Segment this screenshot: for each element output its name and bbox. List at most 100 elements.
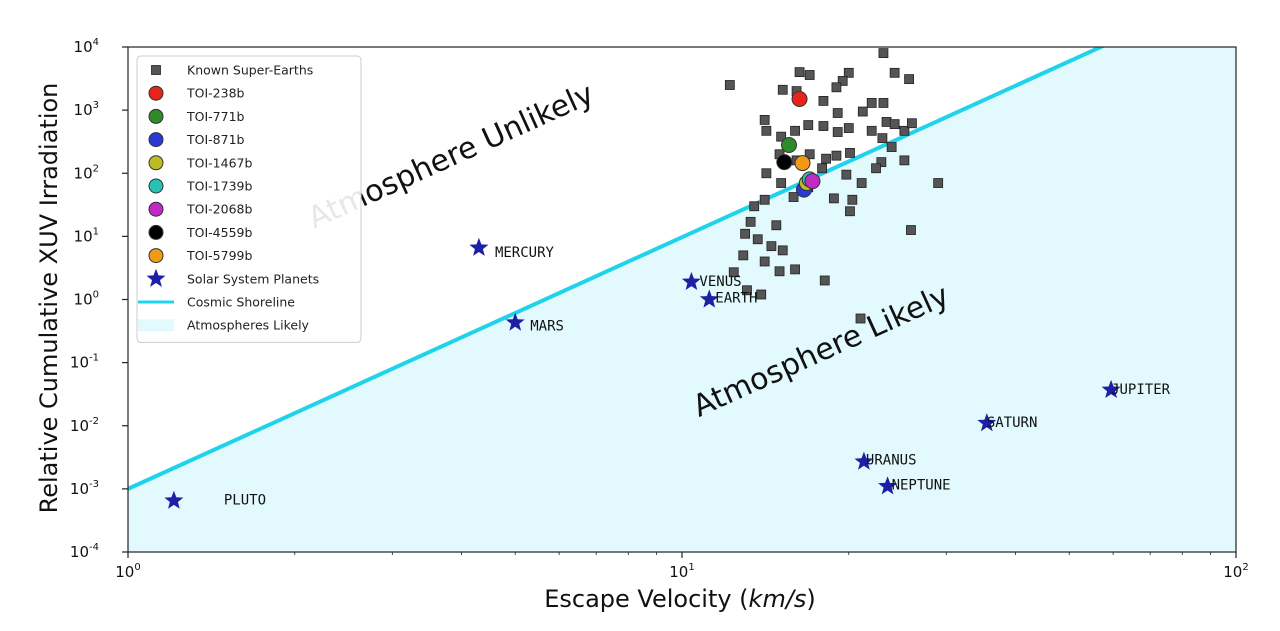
planet-uranus-star — [854, 451, 874, 470]
super-earth-point — [856, 178, 867, 188]
legend-label-shoreline: Cosmic Shoreline — [187, 295, 295, 310]
planet-neptune-label: NEPTUNE — [892, 477, 951, 493]
super-earth-point — [845, 206, 855, 217]
y-axis-label: Relative Cumulative XUV Irradiation — [35, 83, 63, 514]
super-earth-point — [857, 106, 868, 117]
y-tick-label: 10-1 — [70, 353, 99, 372]
super-earth-point — [756, 289, 767, 300]
super-earth-point — [837, 76, 848, 86]
super-earth-point — [728, 267, 739, 278]
super-earth-point — [828, 193, 839, 204]
super-earth-point — [841, 169, 852, 180]
super-earth-point — [843, 123, 854, 133]
super-earth-point — [794, 67, 805, 78]
super-earth-point — [886, 142, 897, 152]
super-earth-point — [819, 275, 830, 286]
super-earth-point — [889, 67, 900, 78]
super-earth-point — [724, 80, 735, 90]
super-earth-point — [759, 115, 770, 125]
legend-marker-toi-4559b — [148, 224, 164, 240]
super-earth-point — [878, 48, 889, 59]
legend-label-toi-5799b: TOI-5799b — [186, 248, 252, 263]
legend-box — [136, 55, 362, 343]
super-earth-point — [776, 131, 787, 142]
super-earth-point — [933, 178, 944, 188]
legend-marker-toi-771b — [148, 108, 164, 124]
super-earth-point — [871, 163, 881, 174]
planet-mars-star — [505, 312, 525, 331]
x-axis-label: Escape Velocity (km/s) — [544, 585, 816, 613]
legend-label-toi-771b: TOI-771b — [186, 109, 245, 124]
planet-neptune-star — [878, 476, 898, 495]
x-tick-label: 102 — [1223, 562, 1248, 581]
super-earth-point — [843, 67, 854, 78]
planet-saturn-star — [977, 413, 997, 432]
legend-label-toi-871b: TOI-871b — [186, 132, 245, 147]
super-earth-point — [866, 98, 877, 108]
planet-earth-label: EARTH — [715, 291, 757, 307]
planet-mercury-label: MERCURY — [495, 245, 555, 261]
super-earth-point — [906, 225, 916, 235]
legend-label-toi-1739b: TOI-1739b — [186, 179, 252, 194]
super-earth-point — [906, 118, 917, 129]
super-earth-point — [876, 157, 887, 168]
super-earth-point — [821, 153, 831, 164]
planet-venus-label: VENUS — [699, 274, 741, 290]
super-earth-point — [761, 125, 772, 136]
super-earth-point — [831, 82, 842, 93]
y-tick-label: 101 — [74, 226, 99, 245]
y-tick-label: 104 — [74, 37, 99, 56]
y-tick-label: 100 — [74, 290, 99, 309]
y-tick-label: 103 — [74, 100, 99, 119]
super-earth-point — [899, 155, 910, 166]
y-tick-label: 102 — [74, 163, 99, 182]
legend-marker-toi-238b — [148, 85, 164, 101]
x-tick-label: 100 — [115, 562, 140, 581]
super-earth-point — [777, 84, 788, 95]
super-earth-point — [761, 168, 772, 179]
legend-label-toi-2068b: TOI-2068b — [186, 202, 252, 217]
super-earth-point — [904, 74, 915, 85]
super-earth-point — [771, 220, 782, 231]
legend-label-toi-1467b: TOI-1467b — [186, 155, 252, 170]
super-earth-point — [749, 201, 760, 212]
super-earth-point — [899, 125, 910, 136]
super-earth-point — [832, 127, 843, 137]
super-earth-point — [788, 192, 799, 202]
legend-marker-toi-1739b — [148, 178, 164, 194]
legend-marker-toi-2068b — [148, 201, 164, 217]
x-tick-label: 101 — [669, 562, 694, 581]
legend: Known Super-Earths TOI-238b TOI-771b TOI-87… — [136, 55, 362, 343]
planet-jupiter-star — [1101, 379, 1121, 398]
super-earth-point — [877, 133, 888, 144]
toi-2068b-point — [804, 173, 821, 190]
super-earth-point — [817, 163, 827, 174]
super-earth-point — [855, 313, 866, 324]
legend-marker-super-earths — [151, 65, 161, 75]
legend-label-toi-4559b: TOI-4559b — [186, 225, 252, 240]
planet-jupiter-label: JUPITER — [1111, 382, 1171, 398]
super-earth-point — [847, 194, 858, 205]
super-earth-point — [790, 125, 800, 136]
legend-marker-likely — [138, 319, 174, 332]
planet-venus-star — [681, 271, 701, 290]
super-earth-point — [774, 266, 785, 277]
toi-5799b-point — [794, 155, 811, 172]
planet-pluto-label: PLUTO — [224, 493, 266, 509]
super-earth-point — [759, 256, 770, 267]
super-earth-point — [766, 241, 777, 252]
y-tick-label: 10-3 — [70, 479, 99, 498]
legend-marker-planets — [146, 268, 166, 287]
planet-saturn-label: SATURN — [987, 415, 1038, 431]
super-earth-point — [804, 70, 815, 80]
planet-pluto-star — [164, 490, 184, 509]
atmospheres-likely-region — [128, 47, 1236, 552]
super-earth-point — [803, 120, 814, 130]
super-earth-point — [752, 234, 763, 245]
super-earth-point — [790, 264, 800, 275]
toi-771b-point — [780, 137, 797, 154]
legend-label-likely: Atmospheres Likely — [187, 318, 310, 333]
toi-4559b-point — [776, 154, 793, 171]
super-earth-point — [738, 250, 749, 261]
